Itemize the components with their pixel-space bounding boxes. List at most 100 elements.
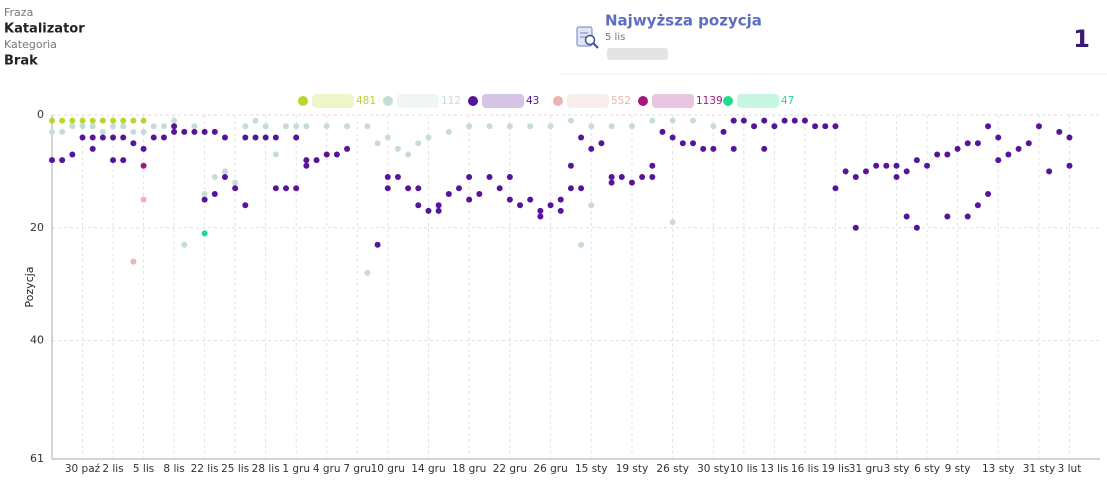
point [964, 140, 971, 147]
point [588, 145, 595, 152]
point [201, 230, 208, 237]
point [415, 140, 422, 147]
point [649, 174, 656, 181]
point [99, 117, 106, 124]
point [537, 213, 544, 220]
point [303, 157, 310, 164]
point [110, 123, 117, 130]
point [221, 168, 228, 175]
point [211, 128, 218, 135]
point [588, 202, 595, 209]
point [893, 162, 900, 169]
point [110, 134, 117, 141]
point [842, 168, 849, 175]
point [506, 196, 513, 203]
point [466, 174, 473, 181]
point [171, 123, 178, 130]
point [364, 123, 371, 130]
legend-marker [298, 96, 308, 106]
x-tick-label: 26 gru [533, 463, 567, 475]
point [1056, 128, 1063, 135]
point [1046, 168, 1053, 175]
point [466, 196, 473, 203]
point [934, 151, 941, 158]
x-tick-label: 10 lis [730, 463, 758, 475]
point [527, 123, 534, 130]
point [578, 241, 585, 248]
point [140, 128, 147, 135]
point [985, 123, 992, 130]
point [445, 190, 452, 197]
point [995, 134, 1002, 141]
point [700, 145, 707, 152]
point [303, 123, 310, 130]
point [486, 123, 493, 130]
point [59, 128, 66, 135]
point [130, 117, 137, 124]
point [201, 190, 208, 197]
point [394, 174, 401, 181]
point [374, 241, 381, 248]
point [140, 162, 147, 169]
x-tick-label: 9 sty [945, 463, 971, 475]
legend-blur [397, 94, 439, 108]
point [221, 134, 228, 141]
point [160, 123, 167, 130]
point [89, 117, 96, 124]
point [201, 128, 208, 135]
point [690, 117, 697, 124]
point [1066, 134, 1073, 141]
point [730, 117, 737, 124]
point [272, 134, 279, 141]
x-tick-label: 25 lis [221, 463, 249, 475]
legend-blur [652, 94, 694, 108]
point [191, 128, 198, 135]
point [791, 117, 798, 124]
point [415, 185, 422, 192]
x-tick-label: 19 lis [821, 463, 849, 475]
x-tick-label: 8 lis [163, 463, 184, 475]
point [445, 128, 452, 135]
point [130, 258, 137, 265]
point [649, 117, 656, 124]
point [99, 134, 106, 141]
point [425, 134, 432, 141]
x-tick-label: 31 sty [1023, 463, 1056, 475]
point [120, 117, 127, 124]
x-tick-label: 30 paź [65, 463, 101, 475]
point [140, 145, 147, 152]
point [201, 196, 208, 203]
x-tick-label: 22 gru [493, 463, 527, 475]
point [852, 174, 859, 181]
x-tick-label: 14 gru [411, 463, 445, 475]
point [221, 174, 228, 181]
point [384, 134, 391, 141]
point [974, 140, 981, 147]
x-tick-label: 13 lis [760, 463, 788, 475]
point [496, 185, 503, 192]
point [49, 117, 55, 124]
x-tick-label: 26 sty [656, 463, 689, 475]
point [405, 151, 412, 158]
legend-label: 43 [526, 95, 539, 107]
y-tick-label: 20 [30, 221, 44, 234]
point [1025, 140, 1032, 147]
point [110, 157, 117, 164]
point [883, 162, 890, 169]
point [557, 207, 564, 214]
point [954, 145, 961, 152]
point [120, 134, 127, 141]
point [578, 134, 585, 141]
point [893, 174, 900, 181]
x-tick-label: 6 sty [914, 463, 940, 475]
legend-label: 552 [611, 95, 631, 107]
point [964, 213, 971, 220]
point [1066, 162, 1073, 169]
point [1035, 123, 1042, 130]
summary-value: 1 [1073, 25, 1090, 53]
y-axis-label: Pozycja [23, 266, 36, 307]
point [262, 123, 269, 130]
point [130, 140, 137, 147]
point [211, 174, 218, 181]
